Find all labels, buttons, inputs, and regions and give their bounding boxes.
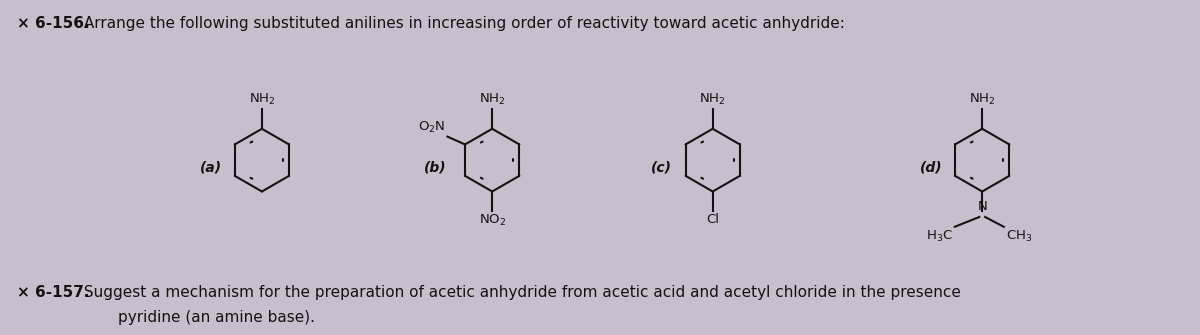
Text: Suggest a mechanism for the preparation of acetic anhydride from acetic acid and: Suggest a mechanism for the preparation … xyxy=(79,285,960,299)
Text: NH$_2$: NH$_2$ xyxy=(248,92,275,107)
Text: H$_3$C: H$_3$C xyxy=(926,229,953,244)
Text: Cl: Cl xyxy=(706,213,719,226)
Text: NO$_2$: NO$_2$ xyxy=(479,213,506,228)
Text: NH$_2$: NH$_2$ xyxy=(968,92,996,107)
Text: × 6-156.: × 6-156. xyxy=(17,16,90,31)
Text: (b): (b) xyxy=(424,161,446,175)
Text: (a): (a) xyxy=(200,161,222,175)
Text: (c): (c) xyxy=(652,161,672,175)
Text: N: N xyxy=(977,200,988,213)
Text: CH$_3$: CH$_3$ xyxy=(1006,229,1032,244)
Text: NH$_2$: NH$_2$ xyxy=(700,92,726,107)
Text: O$_2$N: O$_2$N xyxy=(418,120,445,135)
Text: NH$_2$: NH$_2$ xyxy=(479,92,505,107)
Text: Arrange the following substituted anilines in increasing order of reactivity tow: Arrange the following substituted anilin… xyxy=(79,16,845,31)
Text: × 6-157.: × 6-157. xyxy=(17,285,90,299)
Text: (d): (d) xyxy=(920,161,942,175)
Text: pyridine (an amine base).: pyridine (an amine base). xyxy=(79,310,314,325)
